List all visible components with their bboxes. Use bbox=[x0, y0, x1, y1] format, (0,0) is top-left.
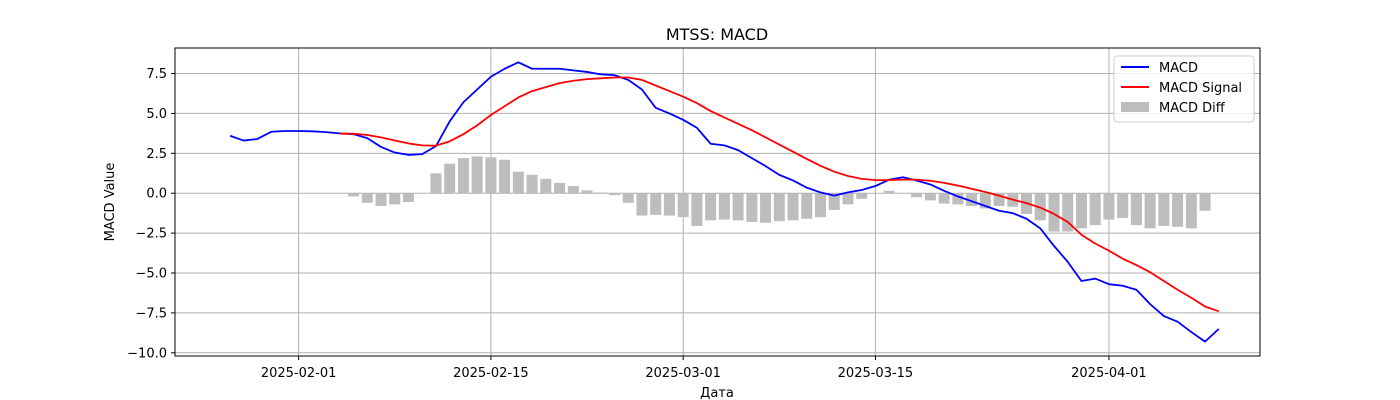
macd-diff-bar bbox=[677, 193, 689, 218]
y-tick-label: 2.5 bbox=[146, 147, 167, 162]
macd-diff-bar bbox=[787, 193, 799, 221]
macd-signal-line bbox=[339, 76, 1220, 313]
legend-label-macd-diff: MACD Diff bbox=[1159, 101, 1226, 116]
macd-diff-bar bbox=[1130, 193, 1142, 226]
macd-diff-bar bbox=[1185, 193, 1197, 229]
macd-diff-bar bbox=[1117, 193, 1129, 218]
plot-frame bbox=[174, 47, 1261, 357]
y-tick-label: −7.5 bbox=[135, 306, 167, 321]
macd-diff-bar bbox=[1089, 193, 1101, 226]
macd-diff-bar bbox=[526, 174, 538, 194]
macd-diff-bar bbox=[911, 193, 923, 198]
y-axis-ticks: −10.0 −7.5 −5.0 −2.5 0.0 2.5 5.0 7.5 bbox=[127, 67, 175, 361]
macd-diff-bar bbox=[554, 182, 566, 194]
macd-diff-bar bbox=[375, 193, 387, 206]
macd-diff-bar bbox=[609, 193, 620, 196]
macd-diff-bar bbox=[444, 163, 456, 194]
y-tick-label: 0.0 bbox=[146, 187, 167, 202]
macd-diff-bar bbox=[828, 193, 840, 210]
macd-diff-bar bbox=[636, 193, 648, 216]
macd-diff-bar bbox=[1144, 193, 1156, 229]
macd-diff-bar bbox=[361, 193, 373, 203]
macd-diff-bar bbox=[471, 156, 483, 194]
macd-diff-bar bbox=[1172, 193, 1184, 227]
x-tick-label: 2025-03-01 bbox=[645, 366, 721, 381]
x-tick-label: 2025-02-15 bbox=[453, 366, 529, 381]
x-tick-label: 2025-04-01 bbox=[1071, 366, 1147, 381]
macd-diff-bar bbox=[815, 193, 826, 218]
legend-label-macd-signal: MACD Signal bbox=[1159, 81, 1242, 96]
macd-diff-bar bbox=[760, 193, 772, 223]
y-axis-title: MACD Value bbox=[103, 163, 118, 242]
macd-diff-bar bbox=[801, 193, 813, 219]
macd-diff-bar bbox=[746, 193, 758, 222]
macd-diff-bar bbox=[842, 193, 854, 205]
macd-diff-bar bbox=[485, 157, 497, 194]
macd-diff-bar bbox=[883, 190, 895, 194]
macd-diff-bar bbox=[732, 193, 744, 221]
macd-diff-bar bbox=[1048, 193, 1060, 232]
x-axis-title: Дата bbox=[700, 386, 734, 400]
macd-line bbox=[229, 61, 1220, 343]
x-tick-label: 2025-03-15 bbox=[838, 366, 914, 381]
legend-label-macd: MACD bbox=[1159, 61, 1198, 76]
y-tick-label: −10.0 bbox=[127, 346, 167, 361]
macd-diff-bars bbox=[348, 156, 1211, 232]
macd-diff-bar bbox=[540, 178, 552, 194]
macd-diff-bar bbox=[979, 193, 991, 209]
series-lines bbox=[229, 61, 1220, 343]
macd-diff-bar bbox=[1062, 193, 1074, 232]
macd-diff-bar bbox=[1158, 193, 1170, 226]
macd-diff-bar bbox=[856, 193, 868, 199]
macd-diff-bar bbox=[622, 193, 634, 203]
chart-title: MTSS: MACD bbox=[666, 25, 768, 44]
macd-diff-bar bbox=[718, 193, 730, 220]
macd-diff-bar bbox=[650, 193, 662, 215]
macd-diff-bar bbox=[430, 173, 442, 194]
macd-diff-bar bbox=[512, 171, 524, 194]
macd-diff-bar bbox=[705, 193, 717, 221]
macd-diff-bar bbox=[993, 193, 1005, 206]
macd-diff-bar bbox=[691, 193, 703, 226]
macd-diff-bar bbox=[1199, 193, 1211, 211]
macd-diff-bar bbox=[952, 193, 964, 205]
y-tick-label: −2.5 bbox=[135, 227, 167, 242]
y-tick-label: 7.5 bbox=[146, 67, 167, 82]
macd-diff-bar bbox=[499, 159, 511, 194]
macd-diff-bar bbox=[1075, 193, 1087, 229]
macd-diff-bar bbox=[1103, 193, 1115, 220]
macd-diff-bar bbox=[457, 158, 469, 194]
legend: MACD MACD Signal MACD Diff bbox=[1113, 55, 1255, 123]
macd-diff-bar bbox=[663, 193, 675, 216]
macd-diff-bar bbox=[966, 193, 978, 206]
macd-diff-bar bbox=[581, 190, 593, 194]
macd-diff-bar bbox=[567, 186, 579, 194]
macd-diff-bar bbox=[402, 193, 414, 202]
macd-diff-bar bbox=[773, 193, 785, 222]
macd-diff-bar bbox=[348, 193, 360, 197]
macd-diff-bar bbox=[924, 193, 936, 201]
x-tick-label: 2025-02-01 bbox=[261, 366, 337, 381]
macd-diff-bar bbox=[595, 192, 607, 194]
macd-diff-bar bbox=[938, 193, 950, 204]
legend-swatch-macd-diff bbox=[1121, 102, 1149, 112]
x-axis-ticks: 2025-02-01 2025-02-15 2025-03-01 2025-03-15… bbox=[261, 356, 1147, 381]
y-tick-label: 5.0 bbox=[146, 107, 167, 122]
macd-diff-bar bbox=[389, 193, 401, 205]
y-tick-label: −5.0 bbox=[135, 267, 167, 282]
